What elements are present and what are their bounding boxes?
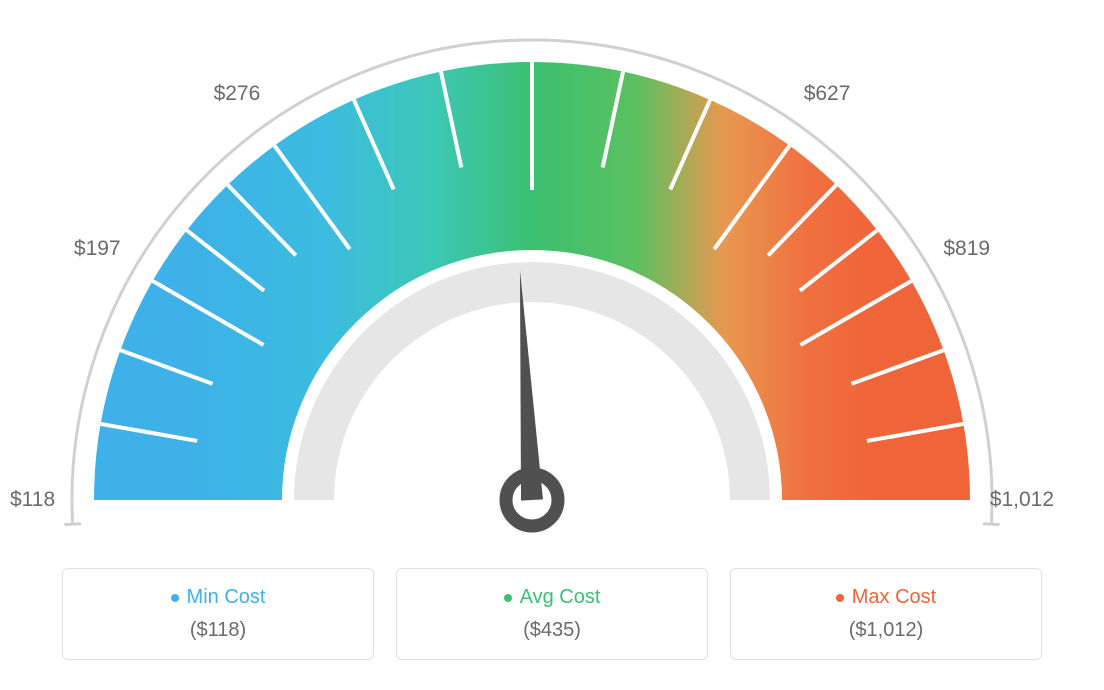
legend-value-max: ($1,012): [849, 619, 924, 642]
legend-dot-min: [171, 594, 179, 602]
legend-dot-max: [836, 594, 844, 602]
legend-top-max: Max Cost: [836, 586, 936, 609]
legend-card-max: Max Cost ($1,012): [730, 568, 1042, 660]
svg-text:$435: $435: [509, 0, 556, 3]
legend-row: Min Cost ($118) Avg Cost ($435) Max Cost…: [0, 568, 1104, 660]
svg-text:$819: $819: [943, 237, 990, 260]
legend-card-avg: Avg Cost ($435): [396, 568, 708, 660]
svg-text:$627: $627: [804, 82, 851, 105]
legend-top-min: Min Cost: [171, 586, 266, 609]
legend-label-avg: Avg Cost: [520, 586, 601, 609]
legend-value-avg: ($435): [523, 619, 581, 642]
legend-top-avg: Avg Cost: [504, 586, 601, 609]
legend-dot-avg: [504, 594, 512, 602]
gauge-area: $118 $197 $276 $435 $627 $819 $1,012: [0, 0, 1104, 560]
gauge-chart-container: $118 $197 $276 $435 $627 $819 $1,012 Min Cost …: [0, 0, 1104, 690]
svg-text:$1,012: $1,012: [990, 488, 1054, 511]
legend-label-min: Min Cost: [187, 586, 266, 609]
svg-text:$276: $276: [214, 82, 261, 105]
svg-text:$197: $197: [74, 237, 121, 260]
svg-text:$118: $118: [10, 488, 55, 511]
legend-label-max: Max Cost: [852, 586, 936, 609]
legend-value-min: ($118): [190, 619, 246, 642]
legend-card-min: Min Cost ($118): [62, 568, 374, 660]
gauge-svg: $118 $197 $276 $435 $627 $819 $1,012: [0, 0, 1104, 560]
